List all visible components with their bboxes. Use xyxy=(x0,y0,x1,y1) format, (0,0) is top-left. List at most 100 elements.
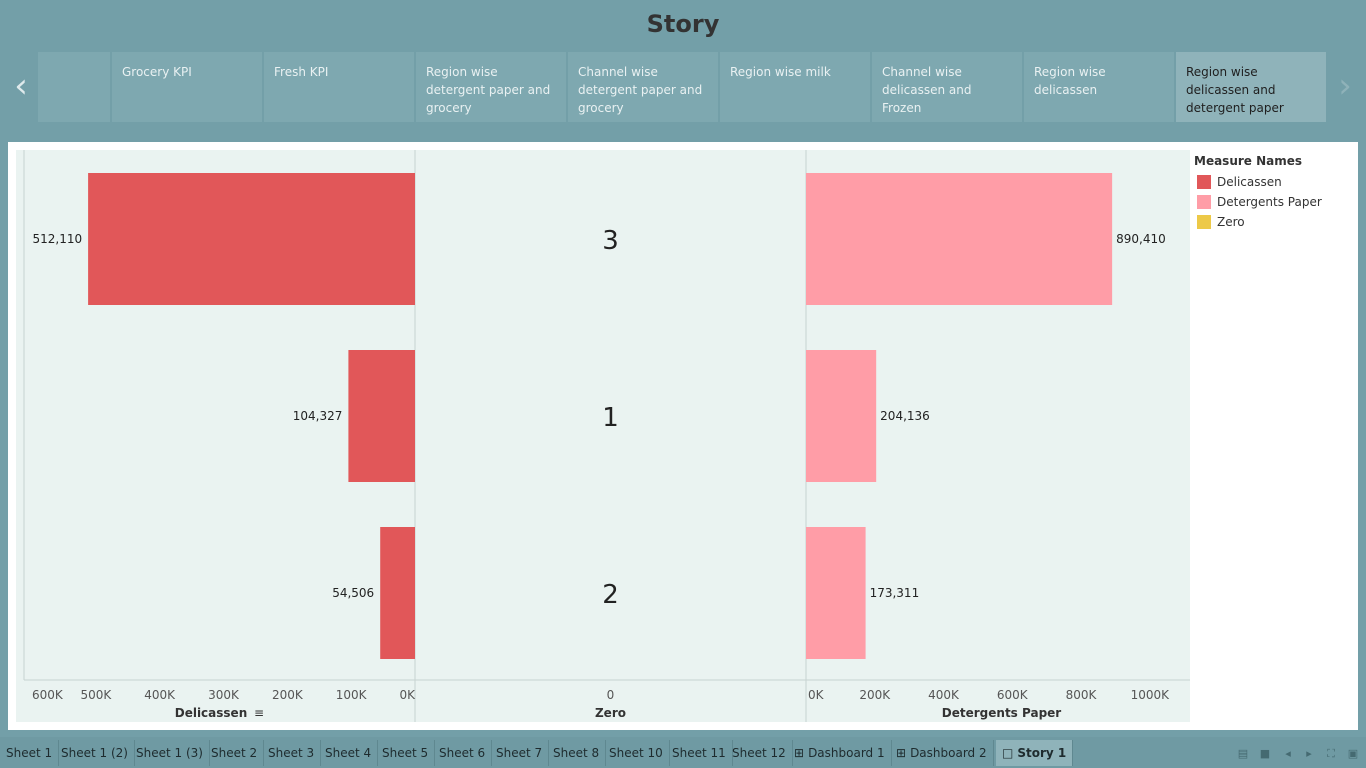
bar-delicassen xyxy=(380,527,415,659)
tick-label: 0K xyxy=(399,688,416,702)
tab-sheet-6[interactable]: Sheet 6 xyxy=(433,740,493,766)
tab-label: Sheet 1 xyxy=(6,746,53,760)
axis-title: Zero xyxy=(595,706,626,720)
tick-label: 500K xyxy=(80,688,112,702)
legend-label: Zero xyxy=(1217,215,1245,229)
tab-label: Sheet 3 xyxy=(268,746,315,760)
tab-sheet-1-3[interactable]: Sheet 1 (3) xyxy=(130,740,210,766)
story-canvas: 512,110 104,327 54,506 600K 500K 400K 300K 200K… xyxy=(8,142,1358,730)
story-navigator: Grocery KPI Fresh KPI Region wise detergen… xyxy=(38,52,1328,122)
tab-label: Dashboard 2 xyxy=(910,746,987,760)
story-point-0[interactable] xyxy=(38,52,110,122)
dashboard-grid-icon: ⊞ xyxy=(794,746,805,760)
story-point-7[interactable]: Region wise delicassen xyxy=(1024,52,1174,122)
story-title: Story xyxy=(646,10,720,38)
legend-swatch xyxy=(1197,215,1211,229)
tab-label: Sheet 5 xyxy=(382,746,429,760)
chevron-right-icon[interactable]: › xyxy=(1338,66,1352,106)
legend: Measure Names Delicassen Detergents Paper… xyxy=(1194,154,1354,232)
next-tab-icon[interactable]: ▸ xyxy=(1306,747,1312,760)
sheet-tab-bar: Sheet 1 Sheet 1 (2) Sheet 1 (3) Sheet 2 Shee… xyxy=(0,737,1366,768)
story-point-6[interactable]: Channel wise delicassen and Frozen xyxy=(872,52,1022,122)
tick-label: 600K xyxy=(32,688,64,702)
tick-label: 200K xyxy=(859,688,891,702)
tab-label: Sheet 7 xyxy=(496,746,543,760)
story-book-icon: □ xyxy=(1002,746,1014,760)
tab-label: Sheet 6 xyxy=(439,746,486,760)
tab-sheet-5[interactable]: Sheet 5 xyxy=(376,740,436,766)
data-label: 104,327 xyxy=(293,409,343,423)
sort-icon: ≡ xyxy=(254,706,264,720)
tab-label: Sheet 1 (2) xyxy=(61,746,128,760)
tab-label: Sheet 1 (3) xyxy=(136,746,203,760)
story-point-8[interactable]: Region wise delicassen and detergent pap… xyxy=(1176,52,1326,122)
story-point-4[interactable]: Channel wise detergent paper and grocery xyxy=(568,52,718,122)
tick-label: 400K xyxy=(144,688,176,702)
axis-title: Delicassen xyxy=(175,706,248,720)
tab-story-1[interactable]: □ Story 1 xyxy=(996,740,1074,766)
tab-dashboard-2[interactable]: ⊞ Dashboard 2 xyxy=(890,740,994,766)
tick-label: 200K xyxy=(272,688,304,702)
bar-detergents-paper xyxy=(806,350,877,482)
dashboard-grid-icon: ⊞ xyxy=(896,746,907,760)
tab-sheet-8[interactable]: Sheet 8 xyxy=(547,740,607,766)
tab-sheet-7[interactable]: Sheet 7 xyxy=(490,740,550,766)
data-label: 54,506 xyxy=(332,586,374,600)
tab-label: Sheet 10 xyxy=(609,746,663,760)
legend-title: Measure Names xyxy=(1194,154,1303,168)
tab-label: Sheet 4 xyxy=(325,746,372,760)
prev-tab-icon[interactable]: ◂ xyxy=(1285,747,1291,760)
grid-view-icon[interactable]: ▤ xyxy=(1237,747,1249,760)
tick-label: 0K xyxy=(808,688,825,702)
category-label: 3 xyxy=(602,226,619,256)
fullscreen-icon[interactable]: ⛶ xyxy=(1327,747,1335,760)
legend-swatch xyxy=(1197,195,1211,209)
data-label: 173,311 xyxy=(870,586,920,600)
story-point-5[interactable]: Region wise milk xyxy=(720,52,870,122)
tab-sheet-10[interactable]: Sheet 10 xyxy=(603,740,670,766)
tick-label: 600K xyxy=(997,688,1029,702)
category-label: 1 xyxy=(602,403,619,433)
tab-sheet-3[interactable]: Sheet 3 xyxy=(262,740,322,766)
single-view-icon[interactable]: ■ xyxy=(1259,747,1271,760)
tab-sheet-4[interactable]: Sheet 4 xyxy=(319,740,379,766)
bar-detergents-paper xyxy=(806,173,1113,305)
legend-label: Detergents Paper xyxy=(1217,195,1322,209)
story-point-1[interactable]: Grocery KPI xyxy=(112,52,262,122)
tab-label: Sheet 8 xyxy=(553,746,600,760)
bar-detergents-paper xyxy=(806,527,866,659)
tab-label: Sheet 2 xyxy=(211,746,258,760)
tick-label: 400K xyxy=(928,688,960,702)
legend-label: Delicassen xyxy=(1217,175,1282,189)
tab-sheet-12[interactable]: Sheet 12 xyxy=(726,740,793,766)
bar-chart-panel: 512,110 104,327 54,506 600K 500K 400K 300K 200K… xyxy=(16,150,1190,722)
tab-sheet-2[interactable]: Sheet 2 xyxy=(205,740,265,766)
tab-label: Sheet 12 xyxy=(732,746,786,760)
legend-item[interactable]: Delicassen xyxy=(1194,172,1354,192)
data-label: 890,410 xyxy=(1116,232,1166,246)
legend-item[interactable]: Zero xyxy=(1194,212,1354,232)
tab-label: Story 1 xyxy=(1017,746,1067,760)
tab-label: Dashboard 1 xyxy=(808,746,885,760)
tab-sheet-11[interactable]: Sheet 11 xyxy=(666,740,733,766)
legend-item[interactable]: Detergents Paper xyxy=(1194,192,1354,212)
chevron-left-icon[interactable]: ‹ xyxy=(14,66,28,106)
category-label: 2 xyxy=(602,580,619,610)
data-label: 204,136 xyxy=(880,409,930,423)
story-point-2[interactable]: Fresh KPI xyxy=(264,52,414,122)
bar-delicassen xyxy=(348,350,415,482)
axis-title: Detergents Paper xyxy=(942,706,1062,720)
tick-label: 800K xyxy=(1066,688,1098,702)
tab-dashboard-1[interactable]: ⊞ Dashboard 1 xyxy=(788,740,892,766)
bar-delicassen xyxy=(88,173,415,305)
tick-label: 1000K xyxy=(1131,688,1171,702)
tab-label: Sheet 11 xyxy=(672,746,726,760)
tab-sheet-1-2[interactable]: Sheet 1 (2) xyxy=(55,740,135,766)
tick-label: 300K xyxy=(208,688,240,702)
presentation-icon[interactable]: ▣ xyxy=(1347,747,1359,760)
tab-sheet-1[interactable]: Sheet 1 xyxy=(0,740,60,766)
tick-label: 100K xyxy=(336,688,368,702)
story-point-3[interactable]: Region wise detergent paper and grocery xyxy=(416,52,566,122)
legend-swatch xyxy=(1197,175,1211,189)
